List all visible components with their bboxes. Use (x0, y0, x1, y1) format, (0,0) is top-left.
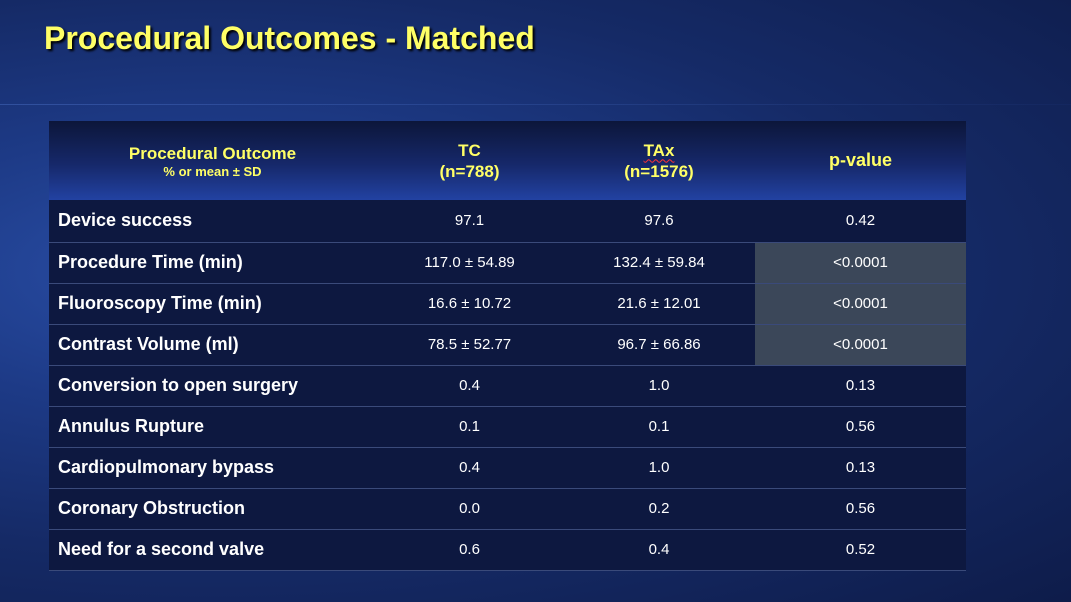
row-label: Contrast Volume (ml) (49, 324, 376, 366)
header-outcome-sub: % or mean ± SD (163, 163, 262, 179)
table-row: Fluoroscopy Time (min) 16.6 ± 10.72 21.6… (49, 283, 966, 325)
cell-tc: 117.0 ± 54.89 (376, 242, 563, 284)
cell-tc: 0.4 (376, 365, 563, 407)
row-label: Device success (49, 200, 376, 243)
row-label: Fluoroscopy Time (min) (49, 283, 376, 325)
row-label: Cardiopulmonary bypass (49, 447, 376, 489)
cell-tc: 0.4 (376, 447, 563, 489)
row-label: Procedure Time (min) (49, 242, 376, 284)
cell-pvalue: 0.56 (755, 488, 966, 530)
table-row: Cardiopulmonary bypass 0.4 1.0 0.13 (49, 447, 966, 489)
cell-tax: 1.0 (563, 365, 755, 407)
cell-tax: 97.6 (563, 200, 755, 243)
cell-tax: 21.6 ± 12.01 (563, 283, 755, 325)
cell-pvalue: 0.42 (755, 200, 966, 243)
table-header-row: Procedural Outcome % or mean ± SD TC (n=… (49, 121, 966, 200)
cell-tc: 0.6 (376, 529, 563, 571)
header-pvalue: p-value (828, 150, 893, 170)
table-row: Coronary Obstruction 0.0 0.2 0.56 (49, 488, 966, 530)
table-row: Conversion to open surgery 0.4 1.0 0.13 (49, 365, 966, 407)
cell-pvalue: 0.13 (755, 447, 966, 489)
cell-tc: 16.6 ± 10.72 (376, 283, 563, 325)
cell-tax: 0.4 (563, 529, 755, 571)
header-tax: TAx (n=1576) (563, 121, 755, 200)
row-label: Coronary Obstruction (49, 488, 376, 530)
cell-tc: 97.1 (376, 200, 563, 243)
table-row: Procedure Time (min) 117.0 ± 54.89 132.4… (49, 242, 966, 284)
cell-tax: 1.0 (563, 447, 755, 489)
table-row: Device success 97.1 97.6 0.42 (49, 200, 966, 243)
cell-pvalue: 0.52 (755, 529, 966, 571)
cell-tax: 0.2 (563, 488, 755, 530)
table-row: Annulus Rupture 0.1 0.1 0.56 (49, 406, 966, 448)
cell-tax: 96.7 ± 66.86 (563, 324, 755, 366)
cell-tax: 0.1 (563, 406, 755, 448)
title-divider (0, 104, 1071, 105)
outcomes-table: Procedural Outcome % or mean ± SD TC (n=… (49, 121, 966, 571)
header-tax-sub: (n=1576) (624, 161, 694, 181)
row-label: Need for a second valve (49, 529, 376, 571)
header-tc-label: TC (458, 140, 481, 160)
table-row: Contrast Volume (ml) 78.5 ± 52.77 96.7 ±… (49, 324, 966, 366)
cell-pvalue-highlighted: <0.0001 (755, 242, 966, 284)
header-outcome: Procedural Outcome % or mean ± SD (49, 121, 376, 200)
table-row: Need for a second valve 0.6 0.4 0.52 (49, 529, 966, 571)
cell-tc: 0.1 (376, 406, 563, 448)
cell-pvalue: 0.13 (755, 365, 966, 407)
header-outcome-label: Procedural Outcome (128, 143, 297, 163)
cell-tc: 0.0 (376, 488, 563, 530)
row-label: Annulus Rupture (49, 406, 376, 448)
slide-title: Procedural Outcomes - Matched (44, 20, 535, 56)
cell-pvalue: 0.56 (755, 406, 966, 448)
header-tax-label: TAx (643, 140, 675, 160)
cell-tax: 132.4 ± 59.84 (563, 242, 755, 284)
header-tc-sub: (n=788) (439, 161, 500, 181)
header-tc: TC (n=788) (376, 121, 563, 200)
cell-pvalue-highlighted: <0.0001 (755, 324, 966, 366)
cell-pvalue-highlighted: <0.0001 (755, 283, 966, 325)
row-label: Conversion to open surgery (49, 365, 376, 407)
cell-tc: 78.5 ± 52.77 (376, 324, 563, 366)
